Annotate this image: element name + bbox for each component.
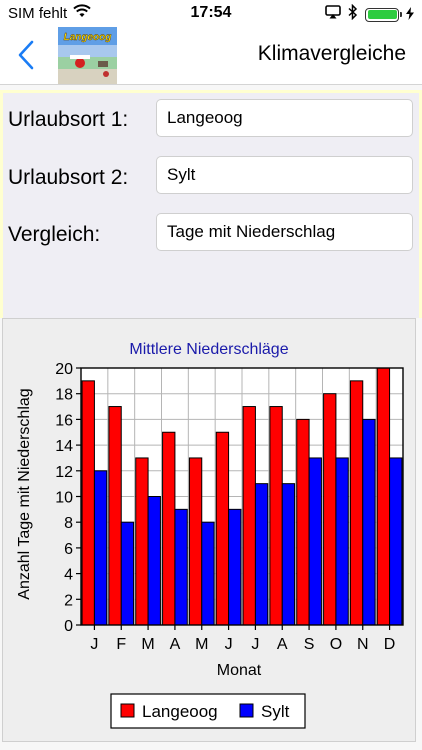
- legend-box: [110, 693, 306, 729]
- chart-title: Mittlere Niederschläge: [129, 341, 288, 358]
- comparison-form: Urlaubsort 1: Langeoog Urlaubsort 2: Syl…: [0, 90, 422, 318]
- status-left: SIM fehlt: [8, 4, 91, 22]
- clock: 17:54: [190, 4, 232, 21]
- y-tick-label: 0: [64, 618, 73, 635]
- comparison-field[interactable]: Tage mit Niederschlag: [156, 213, 413, 251]
- x-tick-label: J: [225, 636, 233, 653]
- bar-langeoog: [376, 367, 391, 626]
- status-bar: SIM fehlt 17:54: [0, 0, 422, 26]
- x-axis-label: Monat: [217, 662, 262, 679]
- bar-langeoog: [323, 393, 337, 626]
- bar-langeoog: [188, 457, 203, 626]
- bar-sylt: [228, 508, 242, 626]
- bar-sylt: [174, 508, 188, 626]
- bar-sylt: [362, 418, 376, 626]
- x-tick-label: D: [384, 636, 396, 653]
- y-tick-label: 14: [55, 438, 73, 455]
- legend-label-sylt: Sylt: [261, 702, 290, 721]
- y-tick-label: 8: [64, 515, 73, 532]
- x-tick-label: J: [90, 636, 98, 653]
- page-title: Klimavergleiche: [257, 42, 406, 65]
- bar-sylt: [93, 470, 108, 626]
- bar-langeoog: [81, 380, 95, 626]
- location-thumbnail: Langeoog: [58, 27, 117, 84]
- x-tick-label: A: [277, 636, 288, 653]
- y-tick-label: 18: [55, 387, 73, 404]
- legend: Langeoog Sylt: [110, 693, 306, 729]
- carrier-label: SIM fehlt: [8, 4, 68, 22]
- legend-swatch-langeoog: [120, 703, 135, 718]
- y-tick-label: 6: [64, 541, 73, 558]
- y-tick-label: 10: [55, 490, 73, 507]
- thumbnail-caption: Langeoog: [64, 32, 112, 43]
- location1-field[interactable]: Langeoog: [156, 99, 413, 137]
- x-tick-label: A: [170, 636, 181, 653]
- y-tick-label: 2: [64, 592, 73, 609]
- chevron-left-icon: [18, 40, 34, 70]
- status-right: [325, 3, 414, 25]
- battery-icon: [365, 7, 402, 22]
- x-tick-label: M: [141, 636, 154, 653]
- bar-langeoog: [215, 431, 230, 626]
- bar-langeoog: [162, 431, 176, 626]
- bar-sylt: [254, 483, 269, 626]
- x-tick-label: O: [330, 636, 342, 653]
- y-tick-label: 16: [55, 412, 73, 429]
- bar-langeoog: [269, 406, 283, 626]
- bar-langeoog: [108, 406, 122, 626]
- x-tick-label: S: [304, 636, 315, 653]
- bar-langeoog: [242, 406, 256, 626]
- bar-langeoog: [135, 457, 149, 626]
- location2-field[interactable]: Sylt: [156, 156, 413, 194]
- navigation-bar: Langeoog Klimavergleiche: [0, 26, 422, 85]
- chart-panel: Mittlere Niederschläge Anzahl Tage mit N…: [2, 318, 416, 742]
- x-tick-label: M: [195, 636, 208, 653]
- bar-sylt: [201, 521, 215, 626]
- comparison-label: Vergleich:: [8, 223, 101, 246]
- bar-sylt: [389, 457, 403, 626]
- y-tick-label: 20: [55, 361, 73, 378]
- wifi-icon: [73, 4, 91, 22]
- bar-sylt: [281, 483, 296, 626]
- bar-sylt: [147, 496, 161, 626]
- bar-langeoog: [296, 418, 310, 626]
- bar-sylt: [335, 457, 349, 626]
- x-tick-label: N: [357, 636, 369, 653]
- back-button[interactable]: [12, 36, 42, 74]
- location1-label: Urlaubsort 1:: [8, 108, 129, 131]
- precipitation-chart: Mittlere Niederschläge Anzahl Tage mit N…: [16, 341, 404, 729]
- legend-label-langeoog: Langeoog: [142, 702, 218, 721]
- plot-frame: [80, 367, 404, 626]
- x-tick-label: J: [251, 636, 259, 653]
- y-axis-label: Anzahl Tage mit Niederschlag: [16, 388, 33, 599]
- legend-swatch-sylt: [239, 703, 254, 718]
- y-tick-label: 4: [64, 567, 73, 584]
- screen-mirroring-icon: [325, 5, 341, 24]
- charging-icon: [406, 6, 414, 23]
- bar-sylt: [308, 457, 322, 626]
- location2-label: Urlaubsort 2:: [8, 166, 129, 189]
- y-tick-label: 12: [55, 464, 73, 481]
- bluetooth-icon: [348, 3, 358, 25]
- x-tick-label: F: [116, 636, 126, 653]
- bar-sylt: [120, 521, 135, 626]
- bar-langeoog: [349, 380, 364, 626]
